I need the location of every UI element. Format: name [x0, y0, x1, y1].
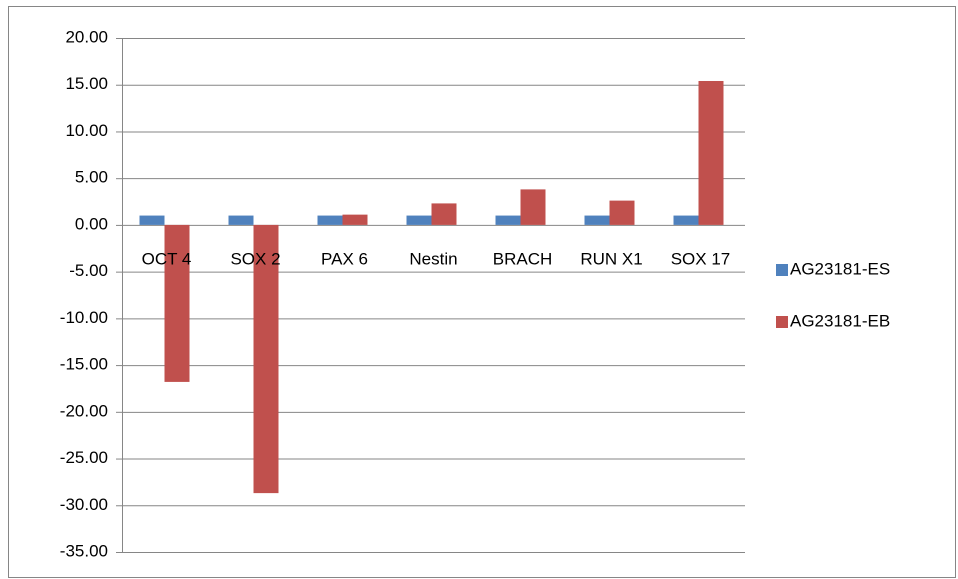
y-tick-label: -5.00: [69, 261, 108, 280]
y-tick-label: 5.00: [75, 168, 108, 187]
y-tick-label: -20.00: [60, 401, 108, 420]
x-tick-label: Nestin: [409, 249, 457, 268]
y-tick-label: 10.00: [65, 121, 108, 140]
legend-label: AG23181-ES: [790, 259, 890, 278]
bar: [609, 200, 635, 225]
bar: [520, 189, 546, 225]
bar: [406, 215, 432, 225]
bar: [431, 203, 457, 225]
legend-label: AG23181-EB: [790, 311, 890, 330]
x-tick-label: OCT 4: [142, 249, 192, 268]
y-tick-label: -10.00: [60, 308, 108, 327]
bar: [698, 80, 724, 225]
x-tick-label: PAX 6: [321, 249, 368, 268]
x-tick-label: SOX 17: [671, 249, 731, 268]
y-tick-label: -35.00: [60, 541, 108, 560]
y-tick-label: 15.00: [65, 74, 108, 93]
bar: [584, 215, 610, 225]
x-tick-label: RUN X1: [580, 249, 642, 268]
legend-swatch: [776, 316, 788, 328]
y-tick-label: 0.00: [75, 214, 108, 233]
bar: [673, 215, 699, 225]
y-tick-label: -15.00: [60, 355, 108, 374]
y-tick-label: 20.00: [65, 27, 108, 46]
x-tick-label: SOX 2: [230, 249, 280, 268]
y-tick-label: -25.00: [60, 448, 108, 467]
x-tick-label: BRACH: [493, 249, 553, 268]
bar: [164, 224, 190, 382]
bar: [139, 215, 165, 225]
bar: [228, 215, 254, 225]
chart-border: [8, 6, 956, 578]
bar: [253, 224, 279, 494]
bar: [342, 214, 368, 225]
y-tick-label: -30.00: [60, 495, 108, 514]
bar: [317, 215, 343, 225]
bar: [495, 215, 521, 225]
legend-swatch: [776, 264, 788, 276]
